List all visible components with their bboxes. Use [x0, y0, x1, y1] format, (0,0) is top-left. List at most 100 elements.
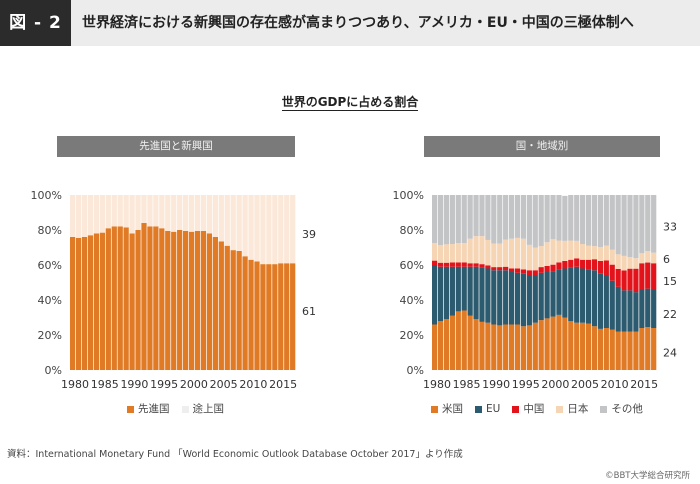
bar-segment-china-1996 [526, 270, 532, 276]
bar-segment-us-1995 [520, 326, 527, 370]
bar-segment-emerging-1996 [165, 195, 171, 231]
bar-segment-emerging-2016 [284, 195, 290, 264]
bar-segment-china-1998 [538, 267, 544, 273]
bar-segment-us-2004 [574, 322, 580, 370]
bar-segment-us-2000 [550, 316, 556, 371]
chart-advanced-vs-emerging: 0%20%40%60%80%100%1980 1985 1990 1995 2000 20… [31, 189, 316, 391]
bar-segment-other-2002 [562, 195, 568, 241]
legend-label: 中国 [523, 403, 545, 415]
bar-segment-china-2010 [609, 264, 615, 281]
y-tick-label: 80% [38, 224, 62, 237]
y-tick-label: 100% [393, 189, 424, 202]
bar-segment-us-1981 [437, 321, 444, 370]
x-tick-label: 2010 [601, 378, 629, 391]
bar-segment-emerging-1982 [81, 195, 88, 237]
bar-segment-emerging-2008 [236, 195, 242, 251]
bar-segment-china-1982 [443, 262, 450, 267]
chart-main-title: 世界のGDPに占める割合 [0, 93, 700, 111]
end-label-emerging: 39 [302, 228, 316, 241]
bar-segment-eu-1993 [508, 272, 515, 325]
end-label-japan: 6 [663, 253, 670, 266]
y-tick-label: 20% [38, 329, 62, 342]
bar-segment-advanced-1998 [177, 230, 183, 370]
bar-segment-emerging-1985 [99, 195, 105, 233]
bar-segment-japan-2010 [609, 249, 615, 265]
left-panel-header: 先進国と新興国 [57, 136, 295, 157]
y-tick-label: 0% [407, 364, 424, 377]
bar-segment-emerging-2000 [188, 195, 195, 232]
bar-segment-emerging-1994 [153, 195, 159, 227]
legend-label: EU [486, 403, 501, 415]
bar-segment-china-1988 [479, 264, 485, 268]
bar-segment-other-2007 [591, 195, 598, 247]
x-tick-label: 1995 [512, 378, 540, 391]
bar-segment-other-2013 [627, 195, 633, 258]
bar-segment-other-1993 [508, 195, 515, 239]
bar-segment-advanced-1983 [87, 235, 94, 370]
bar-segment-japan-2011 [615, 254, 621, 269]
bar-segment-china-2006 [585, 259, 592, 270]
bar-segment-japan-2002 [562, 240, 568, 261]
bar-segment-japan-1983 [449, 244, 455, 263]
bar-segment-emerging-1993 [147, 195, 153, 227]
bar-segment-us-2014 [633, 331, 639, 370]
bar-segment-advanced-2008 [236, 251, 242, 370]
bar-segment-japan-1997 [532, 247, 538, 271]
bar-segment-japan-1993 [508, 238, 515, 269]
bar-segment-other-2015 [639, 195, 645, 254]
bar-segment-us-1983 [449, 315, 455, 370]
bar-segment-eu-2011 [615, 286, 621, 332]
x-tick-label: 1980 [61, 378, 89, 391]
legend-item-advanced: 先進国 [127, 401, 170, 416]
bar-segment-us-1980 [432, 324, 438, 370]
bar-segment-other-1994 [514, 195, 521, 238]
bar-segment-advanced-2016 [284, 263, 290, 370]
bar-segment-emerging-2015 [278, 195, 284, 264]
bar-segment-eu-2008 [597, 273, 604, 329]
bar-segment-other-2003 [568, 195, 574, 241]
copyright: ©BBT大学総合研究所 [605, 471, 690, 481]
bar-segment-other-2005 [580, 195, 586, 244]
bar-segment-japan-1980 [432, 243, 438, 261]
bar-segment-japan-1981 [437, 245, 444, 263]
bar-segment-us-1996 [526, 325, 532, 371]
bar-segment-eu-1994 [514, 272, 521, 325]
bar-segment-japan-2001 [556, 240, 562, 263]
bar-segment-other-1986 [467, 195, 473, 239]
bar-segment-other-1998 [538, 195, 544, 247]
bar-segment-emerging-1990 [129, 195, 135, 234]
bar-segment-other-1985 [461, 195, 467, 244]
bar-segment-emerging-1980 [70, 195, 76, 237]
bar-segment-other-1983 [449, 195, 455, 244]
y-tick-label: 20% [400, 329, 424, 342]
bar-segment-china-2004 [574, 258, 580, 267]
x-tick-label: 1980 [423, 378, 451, 391]
bar-segment-japan-1988 [479, 236, 485, 265]
bar-segment-japan-2004 [574, 240, 580, 259]
bar-segment-japan-1989 [485, 239, 491, 266]
bar-segment-eu-1997 [532, 275, 538, 323]
bar-segment-eu-1991 [497, 270, 503, 326]
y-tick-label: 80% [400, 224, 424, 237]
bar-segment-japan-2006 [585, 245, 592, 260]
bar-segment-japan-1995 [520, 238, 527, 270]
bar-segment-emerging-1987 [111, 195, 117, 227]
figure-title: 世界経済における新興国の存在感が高まりつつあり、アメリカ・EU・中国の三極体制へ [82, 15, 634, 31]
bar-segment-eu-1983 [449, 266, 455, 316]
bar-segment-china-2007 [591, 259, 598, 271]
bar-segment-other-1995 [520, 195, 527, 239]
bar-segment-eu-2005 [580, 268, 586, 323]
bar-segment-advanced-1987 [111, 226, 117, 370]
bar-segment-other-2014 [633, 195, 639, 259]
legend-swatch-us [431, 405, 438, 413]
bar-segment-advanced-2004 [212, 237, 218, 370]
bar-segment-us-2017 [651, 328, 657, 370]
right-panel-header: 国・地域別 [424, 136, 660, 157]
bar-segment-us-1987 [473, 319, 479, 370]
bar-segment-china-1984 [455, 262, 461, 267]
bar-segment-us-1990 [491, 324, 497, 370]
bar-segment-advanced-1991 [135, 230, 141, 370]
legend-swatch-advanced [127, 405, 134, 413]
bar-segment-us-1998 [538, 320, 544, 371]
bar-segment-advanced-1985 [99, 232, 105, 371]
